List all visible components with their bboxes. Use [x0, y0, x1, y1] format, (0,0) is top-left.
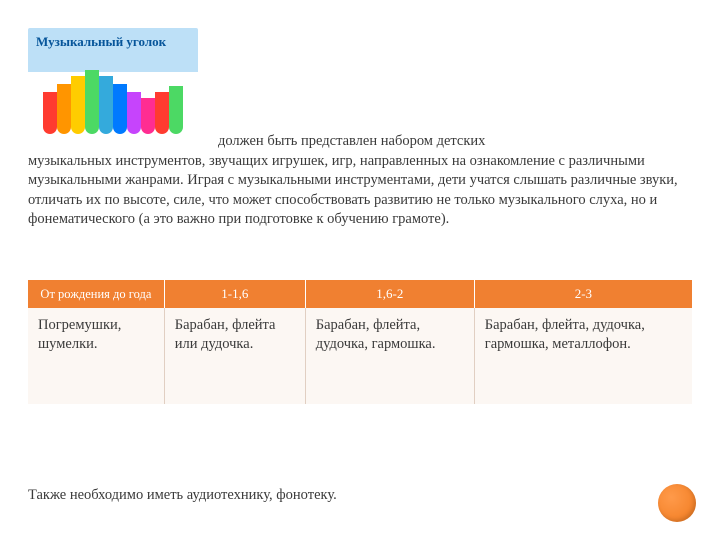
piano-key [85, 70, 99, 134]
age-table: От рождения до года1-1,61,6-22-3 Погрему… [28, 280, 692, 404]
piano-key [43, 92, 57, 134]
page-accent-circle [658, 484, 696, 522]
paragraph-rest: музыкальных инструментов, звучащих игруш… [28, 153, 678, 228]
piano-key [127, 92, 141, 134]
table-header-cell: От рождения до года [28, 280, 164, 308]
table-cell: Барабан, флейта, дудочка, гармошка, мета… [474, 308, 692, 404]
piano-key [169, 86, 183, 134]
age-table-wrap: От рождения до года1-1,61,6-22-3 Погрему… [28, 280, 692, 404]
table-header-cell: 2-3 [474, 280, 692, 308]
piano-key [141, 98, 155, 134]
piano-key [57, 84, 71, 134]
table-cell: Погремушки, шумелки. [28, 308, 164, 404]
table-cell: Барабан, флейта, дудочка, гармошка. [305, 308, 474, 404]
hero-image: Музыкальный уголок [28, 28, 198, 138]
hero-title: Музыкальный уголок [36, 34, 166, 50]
footer-text: Также необходимо иметь аудиотехнику, фон… [28, 487, 337, 504]
piano-key [113, 84, 127, 134]
body-paragraph: должен быть представлен набором детских … [28, 132, 692, 230]
table-header-cell: 1-1,6 [164, 280, 305, 308]
piano-key [71, 76, 85, 134]
paragraph-lead: должен быть представлен набором детских [218, 132, 485, 152]
table-row: Погремушки, шумелки.Барабан, флейта или … [28, 308, 692, 404]
piano-key [155, 92, 169, 134]
table-cell: Барабан, флейта или дудочка. [164, 308, 305, 404]
piano-key [99, 76, 113, 134]
piano-illustration [43, 70, 183, 134]
table-header-cell: 1,6-2 [305, 280, 474, 308]
table-body: Погремушки, шумелки.Барабан, флейта или … [28, 308, 692, 404]
table-header-row: От рождения до года1-1,61,6-22-3 [28, 280, 692, 308]
